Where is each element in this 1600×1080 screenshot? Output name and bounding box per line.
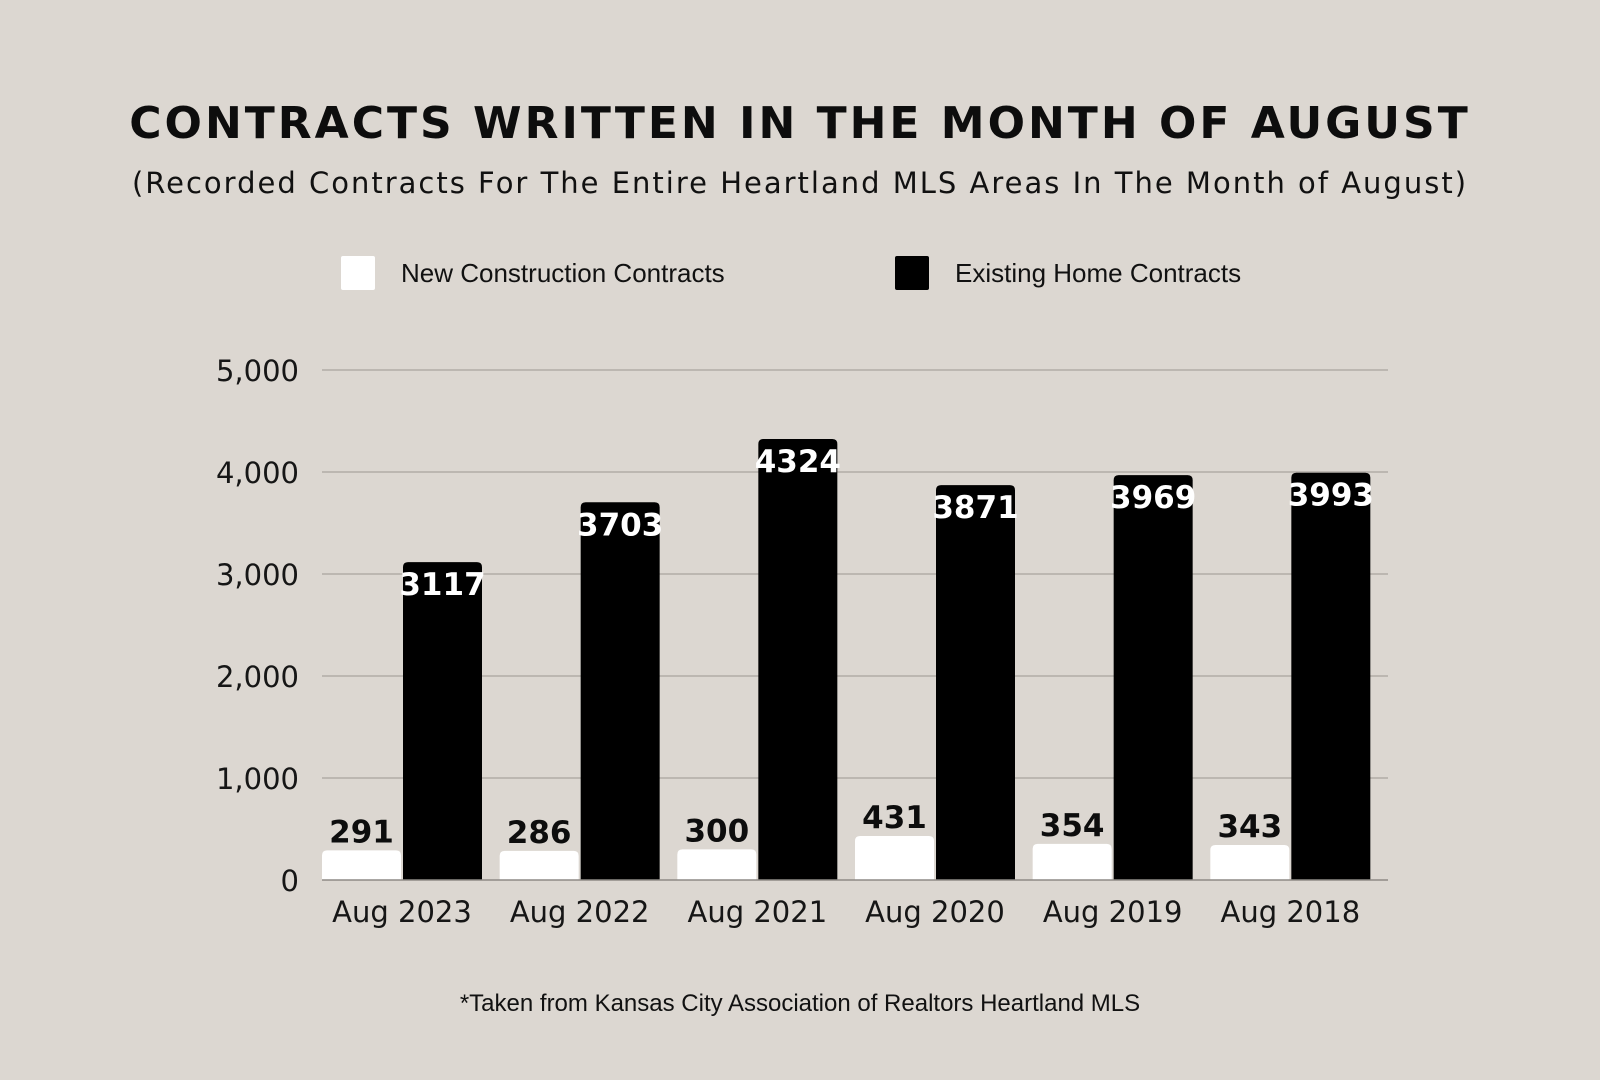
data-label-new-construction: 300	[684, 813, 749, 849]
y-tick-label: 4,000	[216, 456, 299, 490]
x-tick-label: Aug 2019	[1043, 895, 1183, 929]
bar-new-construction	[855, 836, 934, 880]
legend-swatch-existing-home	[895, 256, 929, 290]
data-label-new-construction: 286	[507, 815, 572, 851]
x-tick-label: Aug 2018	[1221, 895, 1361, 929]
bar-new-construction	[677, 849, 757, 880]
bar-new-construction	[499, 850, 579, 880]
bar-existing-home	[580, 502, 660, 880]
x-tick-label: Aug 2020	[865, 895, 1005, 929]
data-label-new-construction: 343	[1217, 809, 1282, 845]
legend-swatch-new-construction	[341, 256, 375, 290]
bar-existing-home	[1113, 475, 1193, 880]
bar-new-construction	[1210, 845, 1290, 880]
data-label-new-construction: 431	[862, 800, 927, 836]
y-tick-label: 2,000	[216, 660, 299, 694]
data-label-existing-home: 4324	[755, 444, 841, 480]
y-tick-label: 0	[281, 864, 299, 898]
chart-title: CONTRACTS WRITTEN IN THE MONTH OF AUGUST	[129, 98, 1471, 149]
y-tick-label: 1,000	[216, 762, 299, 796]
data-label-existing-home: 3871	[932, 490, 1018, 526]
bar-new-construction	[322, 850, 401, 880]
x-tick-label: Aug 2021	[688, 895, 828, 929]
data-label-new-construction: 354	[1040, 808, 1105, 844]
data-label-existing-home: 3117	[399, 567, 485, 603]
bar-existing-home	[403, 562, 482, 880]
y-tick-label: 3,000	[216, 558, 299, 592]
bar-existing-home	[1291, 472, 1371, 880]
data-label-existing-home: 3993	[1288, 478, 1374, 514]
data-label-existing-home: 3703	[577, 507, 663, 543]
legend-label-new-construction: New Construction Contracts	[401, 258, 725, 288]
chart-subtitle: (Recorded Contracts For The Entire Heart…	[131, 166, 1469, 200]
legend-label-existing-home: Existing Home Contracts	[955, 258, 1242, 288]
data-label-new-construction: 291	[329, 814, 394, 850]
footnote: *Taken from Kansas City Association of R…	[459, 990, 1141, 1017]
bar-new-construction	[1032, 843, 1112, 880]
data-label-existing-home: 3969	[1110, 480, 1196, 516]
x-tick-label: Aug 2023	[332, 895, 472, 929]
bar-existing-home	[936, 485, 1015, 880]
y-tick-label: 5,000	[216, 354, 299, 388]
x-tick-label: Aug 2022	[510, 895, 650, 929]
bar-existing-home	[758, 438, 838, 880]
